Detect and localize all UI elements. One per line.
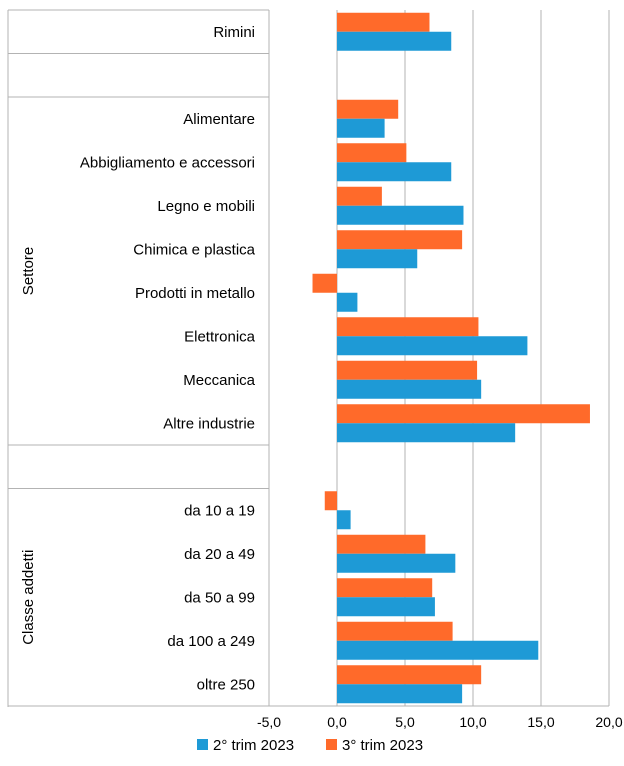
plot-frame <box>7 9 609 707</box>
bar-q2-12 <box>337 553 456 573</box>
category-label: Chimica e plastica <box>133 241 255 258</box>
bars <box>312 12 590 704</box>
bar-q2-7 <box>337 336 528 356</box>
category-label: Meccanica <box>183 372 255 389</box>
category-label: da 20 a 49 <box>184 546 255 563</box>
category-label: da 100 a 249 <box>167 633 255 650</box>
legend-label: 3° trim 2023 <box>342 737 423 754</box>
x-tick-label: 20,0 <box>595 714 622 730</box>
category-label: Altre industrie <box>163 415 255 432</box>
category-label: da 10 a 19 <box>184 502 255 519</box>
bar-q2-6 <box>337 292 358 312</box>
bar-q3-8 <box>337 360 478 380</box>
group-label: Classe addetti <box>20 550 37 645</box>
grid-lines <box>268 10 610 706</box>
category-label: Elettronica <box>184 328 256 345</box>
bar-q3-15 <box>337 665 482 685</box>
category-label: Legno e mobili <box>157 198 255 215</box>
bar-q2-3 <box>337 162 452 182</box>
bar-q2-0 <box>337 31 452 51</box>
bar-q3-0 <box>337 12 430 32</box>
bar-q2-15 <box>337 684 463 704</box>
bar-q3-13 <box>337 578 433 598</box>
bar-q3-9 <box>337 404 590 424</box>
bar-q3-12 <box>337 534 426 554</box>
bar-q3-6 <box>312 273 337 293</box>
bar-q2-5 <box>337 249 418 269</box>
bar-q2-11 <box>337 510 351 530</box>
bar-q3-3 <box>337 143 407 163</box>
x-tick-label: 15,0 <box>527 714 554 730</box>
bar-q3-4 <box>337 186 382 206</box>
x-tick-label: 10,0 <box>459 714 486 730</box>
legend-label: 2° trim 2023 <box>213 737 294 754</box>
bar-q2-13 <box>337 597 435 617</box>
bar-q3-2 <box>337 99 399 119</box>
x-tick-label: 0,0 <box>327 714 347 730</box>
category-label: Abbigliamento e accessori <box>80 154 255 171</box>
group-label: Settore <box>20 247 37 295</box>
category-label: Rimini <box>213 24 255 41</box>
bar-q2-4 <box>337 205 464 225</box>
bar-q3-7 <box>337 317 479 337</box>
bar-q2-14 <box>337 640 539 660</box>
category-label: Prodotti in metallo <box>135 285 255 302</box>
bar-q2-2 <box>337 118 385 138</box>
bar-q3-5 <box>337 230 463 250</box>
category-labels: Rimini Alimentare Abbigliamento e accessor… <box>20 24 256 694</box>
bar-q2-9 <box>337 423 516 443</box>
x-tick-label: -5,0 <box>257 714 281 730</box>
x-axis-ticks: -5,0 0,0 5,0 10,0 15,0 20,0 <box>257 714 623 730</box>
x-tick-label: 5,0 <box>395 714 415 730</box>
legend-swatch <box>197 739 208 750</box>
bar-q3-14 <box>337 621 453 641</box>
category-label: oltre 250 <box>197 676 255 693</box>
legend: 2° trim 2023 3° trim 2023 <box>197 737 423 754</box>
category-label: da 50 a 99 <box>184 589 255 606</box>
category-label: Alimentare <box>183 111 255 128</box>
bar-q2-8 <box>337 379 482 399</box>
legend-swatch <box>326 739 337 750</box>
bar-q3-11 <box>324 491 337 511</box>
